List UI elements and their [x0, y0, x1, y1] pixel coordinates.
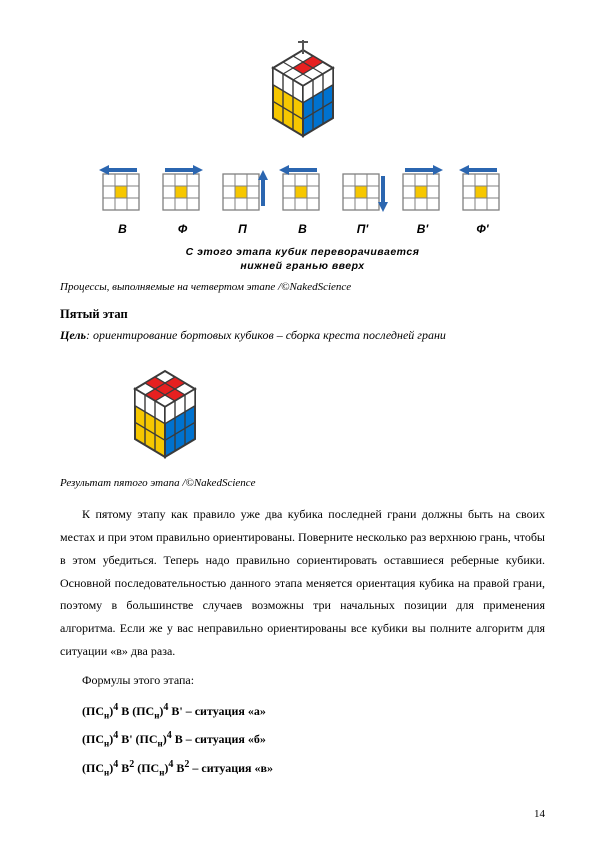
move-label: В	[277, 222, 329, 236]
move-item: В	[277, 162, 329, 236]
goal-label: Цель	[60, 328, 86, 342]
move-item: П	[217, 162, 269, 236]
move-grid-icon	[457, 162, 509, 214]
move-grid-icon	[397, 162, 449, 214]
move-item: В'	[397, 162, 449, 236]
flip-note-line1: С этого этапа кубик переворачивается	[186, 246, 420, 258]
cube-stage5	[100, 351, 545, 475]
move-item: П'	[337, 162, 389, 236]
formula-a: (ПСн)4 В (ПСн)4 В' – ситуация «а»	[82, 698, 545, 724]
move-label: П	[217, 222, 269, 236]
move-label: В	[97, 222, 149, 236]
formulas-list: (ПСн)4 В (ПСн)4 В' – ситуация «а» (ПСн)4…	[82, 698, 545, 781]
flip-note: С этого этапа кубик переворачивается ниж…	[60, 246, 545, 273]
formula-c: (ПСн)4 В2 (ПСн)4 В2 – ситуация «в»	[82, 755, 545, 781]
formulas-intro: Формулы этого этапа:	[60, 669, 545, 692]
formula-b: (ПСн)4 В' (ПСн)4 В – ситуация «б»	[82, 726, 545, 752]
move-label: Ф'	[457, 222, 509, 236]
move-label: В'	[397, 222, 449, 236]
cube-stage4	[60, 30, 545, 154]
page-number: 14	[534, 808, 545, 820]
move-label: Ф	[157, 222, 209, 236]
move-grid-icon	[337, 162, 389, 214]
stage5-paragraph: К пятому этапу как правило уже два кубик…	[60, 503, 545, 663]
caption-stage4: Процессы, выполняемые на четвертом этапе…	[60, 281, 545, 293]
stage5-goal: Цель: ориентирование бортовых кубиков – …	[60, 328, 545, 343]
goal-text: : ориентирование бортовых кубиков – сбор…	[86, 328, 446, 342]
caption-stage5: Результат пятого этапа /©NakedScience	[60, 477, 545, 489]
move-grid-icon	[97, 162, 149, 214]
stage5-title: Пятый этап	[60, 307, 545, 322]
moves-row: В Ф П	[60, 162, 545, 236]
move-item: В	[97, 162, 149, 236]
move-grid-icon	[157, 162, 209, 214]
flip-note-line2: нижней гранью вверх	[240, 260, 364, 272]
move-grid-icon	[217, 162, 269, 214]
move-grid-icon	[277, 162, 329, 214]
move-item: Ф'	[457, 162, 509, 236]
move-item: Ф	[157, 162, 209, 236]
move-label: П'	[337, 222, 389, 236]
